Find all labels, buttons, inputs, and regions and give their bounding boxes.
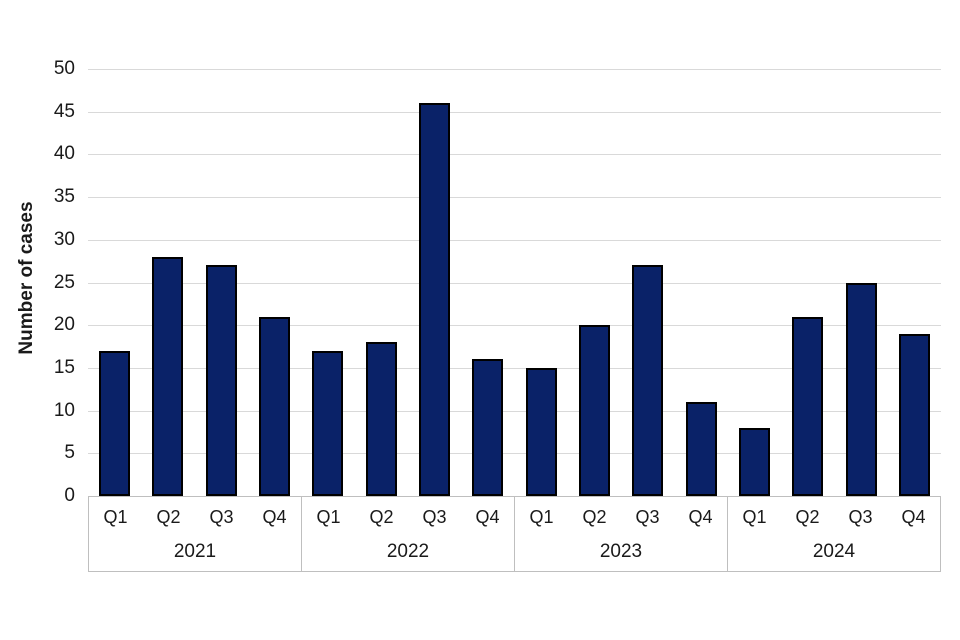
quarter-labels-row: Q1 Q2 Q3 Q4 — [302, 497, 514, 537]
bar-2023-q3 — [632, 265, 664, 496]
x-tick-year: 2024 — [812, 541, 856, 562]
bar-2021-q3 — [205, 265, 237, 496]
x-tick-quarter: Q1 — [316, 506, 341, 527]
gridline — [88, 69, 941, 70]
quarter-labels-row: Q1 Q2 Q3 Q4 — [89, 497, 301, 537]
bar-2024-q2 — [792, 316, 824, 496]
y-tick-label: 25 — [53, 271, 75, 293]
gridline — [88, 154, 941, 156]
x-tick-quarter: Q3 — [209, 506, 234, 527]
y-tick-label: 40 — [53, 143, 75, 165]
x-tick-quarter: Q3 — [635, 506, 660, 527]
plot-area — [88, 69, 941, 496]
year-group-2021: Q1 Q2 Q3 Q4 2021 — [89, 497, 302, 571]
y-tick-label: 35 — [53, 186, 75, 208]
gridline — [88, 197, 941, 199]
x-tick-quarter: Q2 — [156, 506, 181, 527]
x-tick-quarter: Q4 — [688, 506, 713, 527]
year-group-2024: Q1 Q2 Q3 Q4 2024 — [728, 497, 940, 571]
x-tick-quarter: Q2 — [795, 506, 820, 527]
bar-2021-q4 — [259, 316, 291, 496]
x-tick-year: 2022 — [386, 541, 430, 562]
y-tick-label: 20 — [53, 314, 75, 336]
year-group-2023: Q1 Q2 Q3 Q4 2023 — [515, 497, 728, 571]
year-group-2022: Q1 Q2 Q3 Q4 2022 — [302, 497, 515, 571]
gridline — [88, 410, 941, 412]
quarter-labels-row: Q1 Q2 Q3 Q4 — [728, 497, 940, 537]
y-tick-label: 45 — [53, 100, 75, 122]
x-tick-quarter: Q4 — [475, 506, 500, 527]
x-tick-quarter: Q1 — [742, 506, 767, 527]
gridline — [88, 367, 941, 369]
bar-2022-q4 — [472, 359, 504, 496]
bar-2022-q1 — [312, 350, 344, 496]
y-tick-label: 30 — [53, 228, 75, 250]
x-tick-quarter: Q1 — [529, 506, 554, 527]
bar-2024-q3 — [845, 282, 877, 496]
y-tick-label: 0 — [64, 485, 75, 506]
bar-2022-q2 — [365, 342, 397, 496]
y-tick-label: 10 — [53, 399, 75, 421]
bar-2023-q4 — [685, 402, 717, 496]
gridline — [88, 111, 941, 113]
y-tick-label: 15 — [53, 356, 75, 378]
y-tick-label: 50 — [53, 58, 75, 79]
x-tick-quarter: Q3 — [848, 506, 873, 527]
x-tick-year: 2023 — [599, 541, 643, 562]
bar-2021-q2 — [152, 256, 184, 496]
x-tick-year: 2021 — [173, 541, 217, 562]
gridline — [88, 325, 941, 327]
x-tick-quarter: Q1 — [103, 506, 128, 527]
bar-2023-q2 — [578, 325, 610, 496]
bar-2024-q1 — [738, 427, 770, 496]
x-tick-quarter: Q3 — [422, 506, 447, 527]
gridline — [88, 453, 941, 455]
x-axis: Q1 Q2 Q3 Q4 2021 Q1 Q2 Q3 Q4 2022 Q1 Q2 Q3 Q4 2023 Q1 Q2… — [88, 496, 941, 572]
x-tick-quarter: Q4 — [901, 506, 926, 527]
gridline — [88, 239, 941, 241]
bar-2021-q1 — [99, 350, 131, 496]
x-tick-quarter: Q2 — [582, 506, 607, 527]
gridline — [88, 282, 941, 284]
bar-2023-q1 — [525, 367, 557, 496]
bar-2022-q3 — [419, 103, 451, 496]
x-tick-quarter: Q4 — [262, 506, 287, 527]
bar-2024-q4 — [898, 333, 930, 496]
quarter-labels-row: Q1 Q2 Q3 Q4 — [515, 497, 727, 537]
x-tick-quarter: Q2 — [369, 506, 394, 527]
y-tick-label: 5 — [64, 442, 75, 464]
